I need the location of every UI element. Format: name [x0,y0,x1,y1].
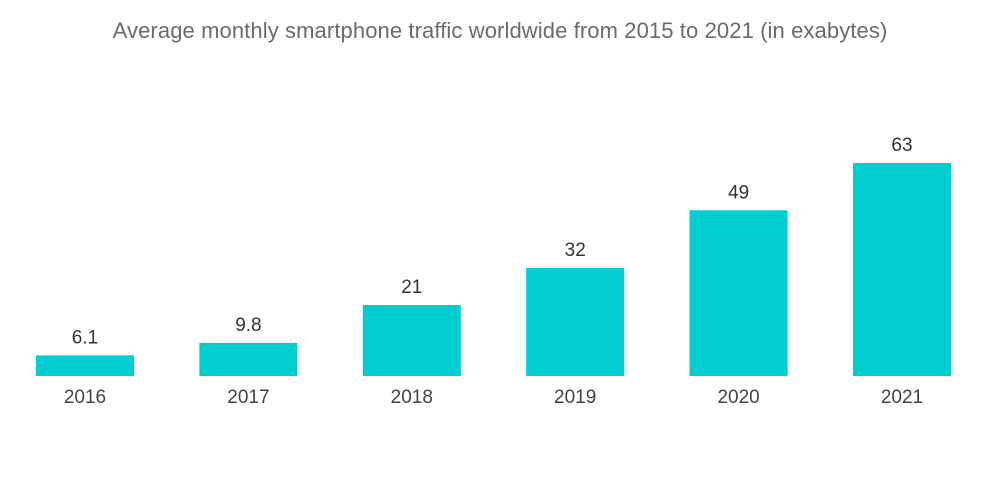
bar-2017 [199,342,298,376]
x-tick-label-2018: 2018 [391,387,433,408]
bar-2018 [362,305,461,376]
data-label-2016: 6.1 [72,327,98,348]
bar-2021 [853,163,951,376]
x-axis-ticks: 2016 2017 2018 2019 2020 2021 [64,387,923,408]
data-label-2021: 63 [891,135,912,156]
x-tick-label-2021: 2021 [881,387,923,408]
data-label-2018: 21 [401,277,422,298]
bars-layer [36,163,951,376]
x-tick-label-2020: 2020 [717,387,759,408]
labels-layer: 6.1 9.8 21 32 49 63 [72,135,913,348]
data-label-2020: 49 [728,182,749,203]
x-tick-label-2016: 2016 [64,387,106,408]
data-label-2017: 9.8 [235,315,261,336]
x-tick-label-2019: 2019 [554,387,596,408]
data-label-2019: 32 [565,240,586,261]
bar-2019 [526,267,625,376]
chart-title: Average monthly smartphone traffic world… [112,18,888,43]
x-tick-label-2017: 2017 [227,387,269,408]
bar-2020 [689,210,788,376]
bar-2016 [36,355,134,376]
